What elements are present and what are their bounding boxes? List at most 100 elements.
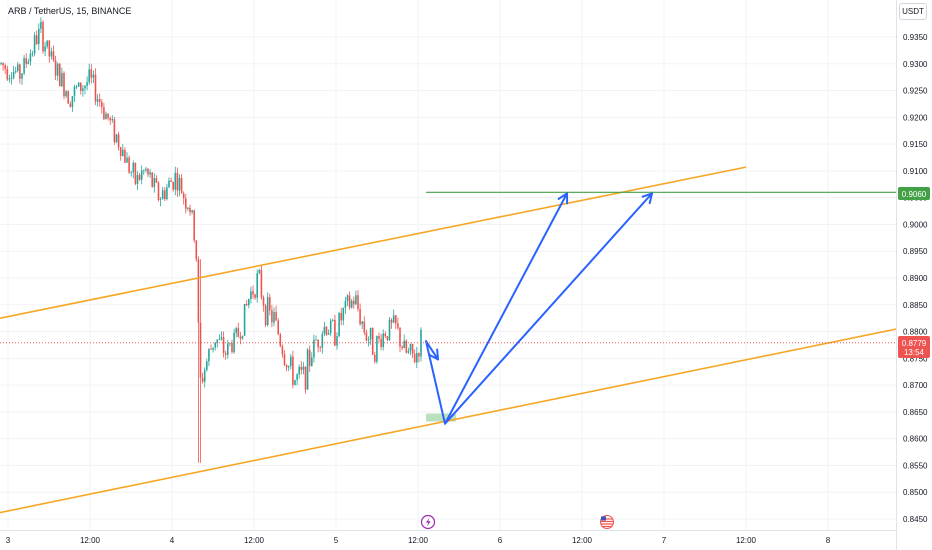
candle-body (206, 361, 208, 371)
candle-body (418, 353, 420, 357)
candle-body (294, 380, 296, 385)
candle-body (119, 147, 122, 156)
candle-body (67, 91, 69, 104)
candle-body (271, 310, 273, 323)
candle-body (96, 99, 99, 102)
candle-body (174, 172, 177, 190)
projection-arrow (425, 340, 439, 361)
time-tick-label: 12:00 (408, 536, 429, 545)
candle-body (222, 337, 225, 354)
price-tick-label: 0.9250 (903, 87, 928, 96)
currency-button[interactable]: USDT (899, 3, 927, 20)
candle-body (185, 198, 187, 209)
candle-body (279, 334, 282, 347)
candle-body (413, 353, 416, 363)
candle-body (176, 172, 179, 191)
candle-body (31, 53, 34, 55)
candle-body (231, 343, 233, 353)
candle-body (33, 35, 36, 54)
candle-body (262, 297, 265, 306)
candle-body (54, 60, 57, 76)
candle-body (235, 328, 237, 333)
candle-body (275, 311, 277, 321)
candle-body (317, 339, 319, 348)
time-tick-label: 12:00 (736, 536, 757, 545)
candle-body (195, 240, 198, 260)
price-tick-label: 0.8550 (903, 461, 928, 470)
candle-body (61, 73, 63, 87)
candle-body (21, 73, 23, 79)
candle-body (132, 162, 135, 173)
candle-body (178, 178, 181, 191)
arrow-head (557, 192, 569, 205)
candle-body (17, 64, 19, 72)
candle-body (117, 134, 120, 148)
candle-body (182, 193, 185, 199)
candle-body (56, 63, 59, 76)
candle-body (138, 174, 141, 180)
candle-body (405, 340, 408, 353)
symbol-title[interactable]: ARB / TetherUS, 15, BINANCE (6, 6, 134, 16)
candle-body (376, 336, 378, 362)
candle-body (199, 322, 202, 378)
candle-body (287, 366, 290, 368)
candle-body (392, 315, 395, 323)
price-axis[interactable]: 0.9350 0.9300 0.9250 0.9200 0.9150 0.9100 0.90… (903, 33, 928, 524)
candle-body (210, 349, 212, 351)
candle-body (82, 88, 84, 91)
candle-body (285, 364, 288, 368)
price-tick-label: 0.8900 (903, 274, 928, 283)
current-price-text: 0.8779 (902, 339, 927, 348)
candle-body (214, 342, 216, 348)
candle-body (397, 323, 399, 328)
time-axis[interactable]: 3 12:00 4 12:00 5 12:00 6 12:00 7 12:00 8 (6, 536, 831, 545)
us-flag-icon[interactable] (600, 515, 614, 529)
candle-body (374, 354, 376, 362)
candle-body (46, 40, 48, 47)
time-tick-label: 7 (662, 536, 667, 545)
candle-body (407, 351, 410, 353)
price-tick-label: 0.9350 (903, 33, 928, 42)
candle-body (52, 51, 55, 61)
candle-body (111, 119, 114, 121)
candle-body (166, 187, 168, 200)
candle-body (107, 113, 109, 119)
candle-body (237, 328, 240, 337)
candle-body (218, 339, 221, 341)
candle-body (8, 78, 11, 80)
candle-body (42, 22, 44, 52)
candle-body (170, 180, 172, 183)
candle-body (409, 343, 412, 352)
candle-body (411, 343, 414, 354)
candle-body (12, 72, 15, 79)
candle-body (302, 366, 305, 370)
candle-body (298, 366, 300, 375)
time-tick-label: 12:00 (244, 536, 265, 545)
candle-body (103, 107, 105, 120)
projection-arrows[interactable] (425, 192, 653, 425)
candle-body (40, 22, 42, 29)
candle-body (384, 333, 387, 337)
candle-body (273, 311, 275, 323)
candle-body (348, 295, 351, 308)
current-price-label: 0.8779 13:54 (898, 336, 930, 358)
candle-body (203, 370, 206, 382)
candle-body (159, 199, 162, 200)
candle-body (245, 304, 248, 306)
candle-body (164, 190, 166, 200)
candle-body (355, 295, 357, 305)
price-tick-label: 0.9200 (903, 113, 928, 122)
price-tick-label: 0.9150 (903, 140, 928, 149)
candle-body (216, 339, 219, 343)
candle-body (357, 295, 359, 309)
candle-body (149, 172, 151, 175)
candle-body (283, 354, 286, 365)
candle-body (332, 320, 334, 321)
candle-body (10, 78, 13, 80)
candle-body (130, 172, 132, 174)
bolt-icon[interactable] (420, 514, 436, 530)
candle-body (338, 312, 340, 337)
candle-body (73, 86, 76, 97)
candle-body (88, 69, 90, 83)
